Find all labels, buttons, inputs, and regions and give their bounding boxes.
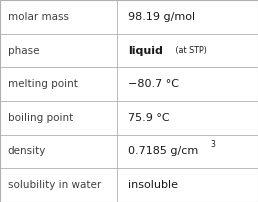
Text: boiling point: boiling point (8, 113, 73, 123)
Text: 98.19 g/mol: 98.19 g/mol (128, 12, 195, 22)
Text: (at STP): (at STP) (173, 46, 207, 55)
Text: liquid: liquid (128, 45, 163, 56)
Text: molar mass: molar mass (8, 12, 69, 22)
Text: insoluble: insoluble (128, 180, 178, 190)
Text: solubility in water: solubility in water (8, 180, 101, 190)
Text: melting point: melting point (8, 79, 78, 89)
Text: 0.7185 g/cm: 0.7185 g/cm (128, 146, 198, 157)
Text: 75.9 °C: 75.9 °C (128, 113, 169, 123)
Text: density: density (8, 146, 46, 157)
Text: 3: 3 (210, 140, 215, 149)
Text: −80.7 °C: −80.7 °C (128, 79, 179, 89)
Text: phase: phase (8, 45, 39, 56)
